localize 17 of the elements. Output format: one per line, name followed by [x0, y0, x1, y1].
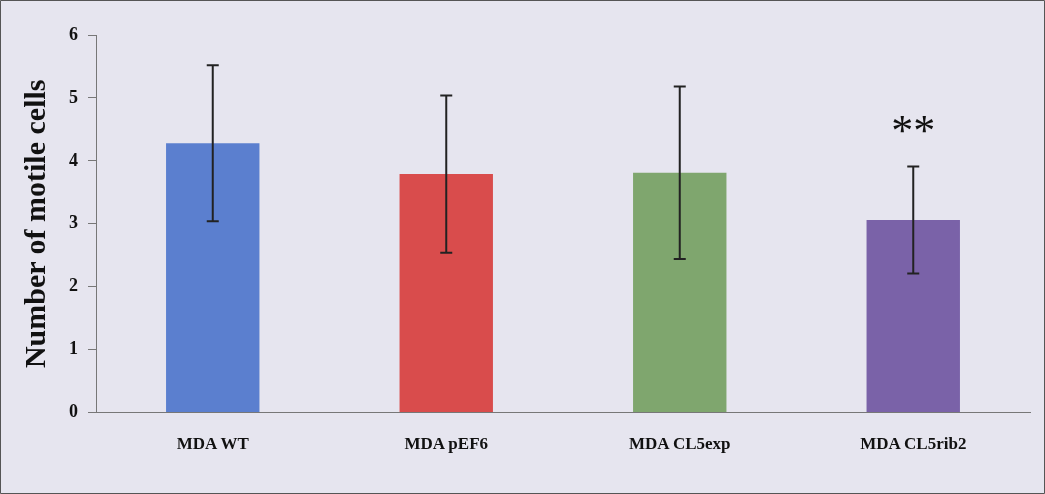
y-tick-label: 5: [69, 86, 78, 107]
x-tick-label: MDA WT: [176, 434, 250, 454]
bar: [633, 172, 727, 413]
bar: [399, 174, 493, 413]
x-tick-label: MDA CL5rib2: [860, 434, 967, 454]
bar: [866, 220, 960, 413]
x-tick-label: MDA CL5exp: [628, 434, 731, 454]
y-tick-label: 1: [69, 338, 78, 359]
y-axis-title: Number of motile cells: [17, 79, 51, 369]
y-tick-label: 6: [69, 23, 78, 44]
y-tick-label: 0: [69, 401, 78, 422]
bar: [166, 143, 260, 413]
annotation: **: [891, 105, 936, 155]
y-tick-label: 3: [69, 212, 78, 233]
y-tick-label: 4: [69, 149, 78, 170]
y-tick-label: 2: [69, 275, 78, 296]
x-tick-label: MDA pEF6: [404, 434, 489, 454]
